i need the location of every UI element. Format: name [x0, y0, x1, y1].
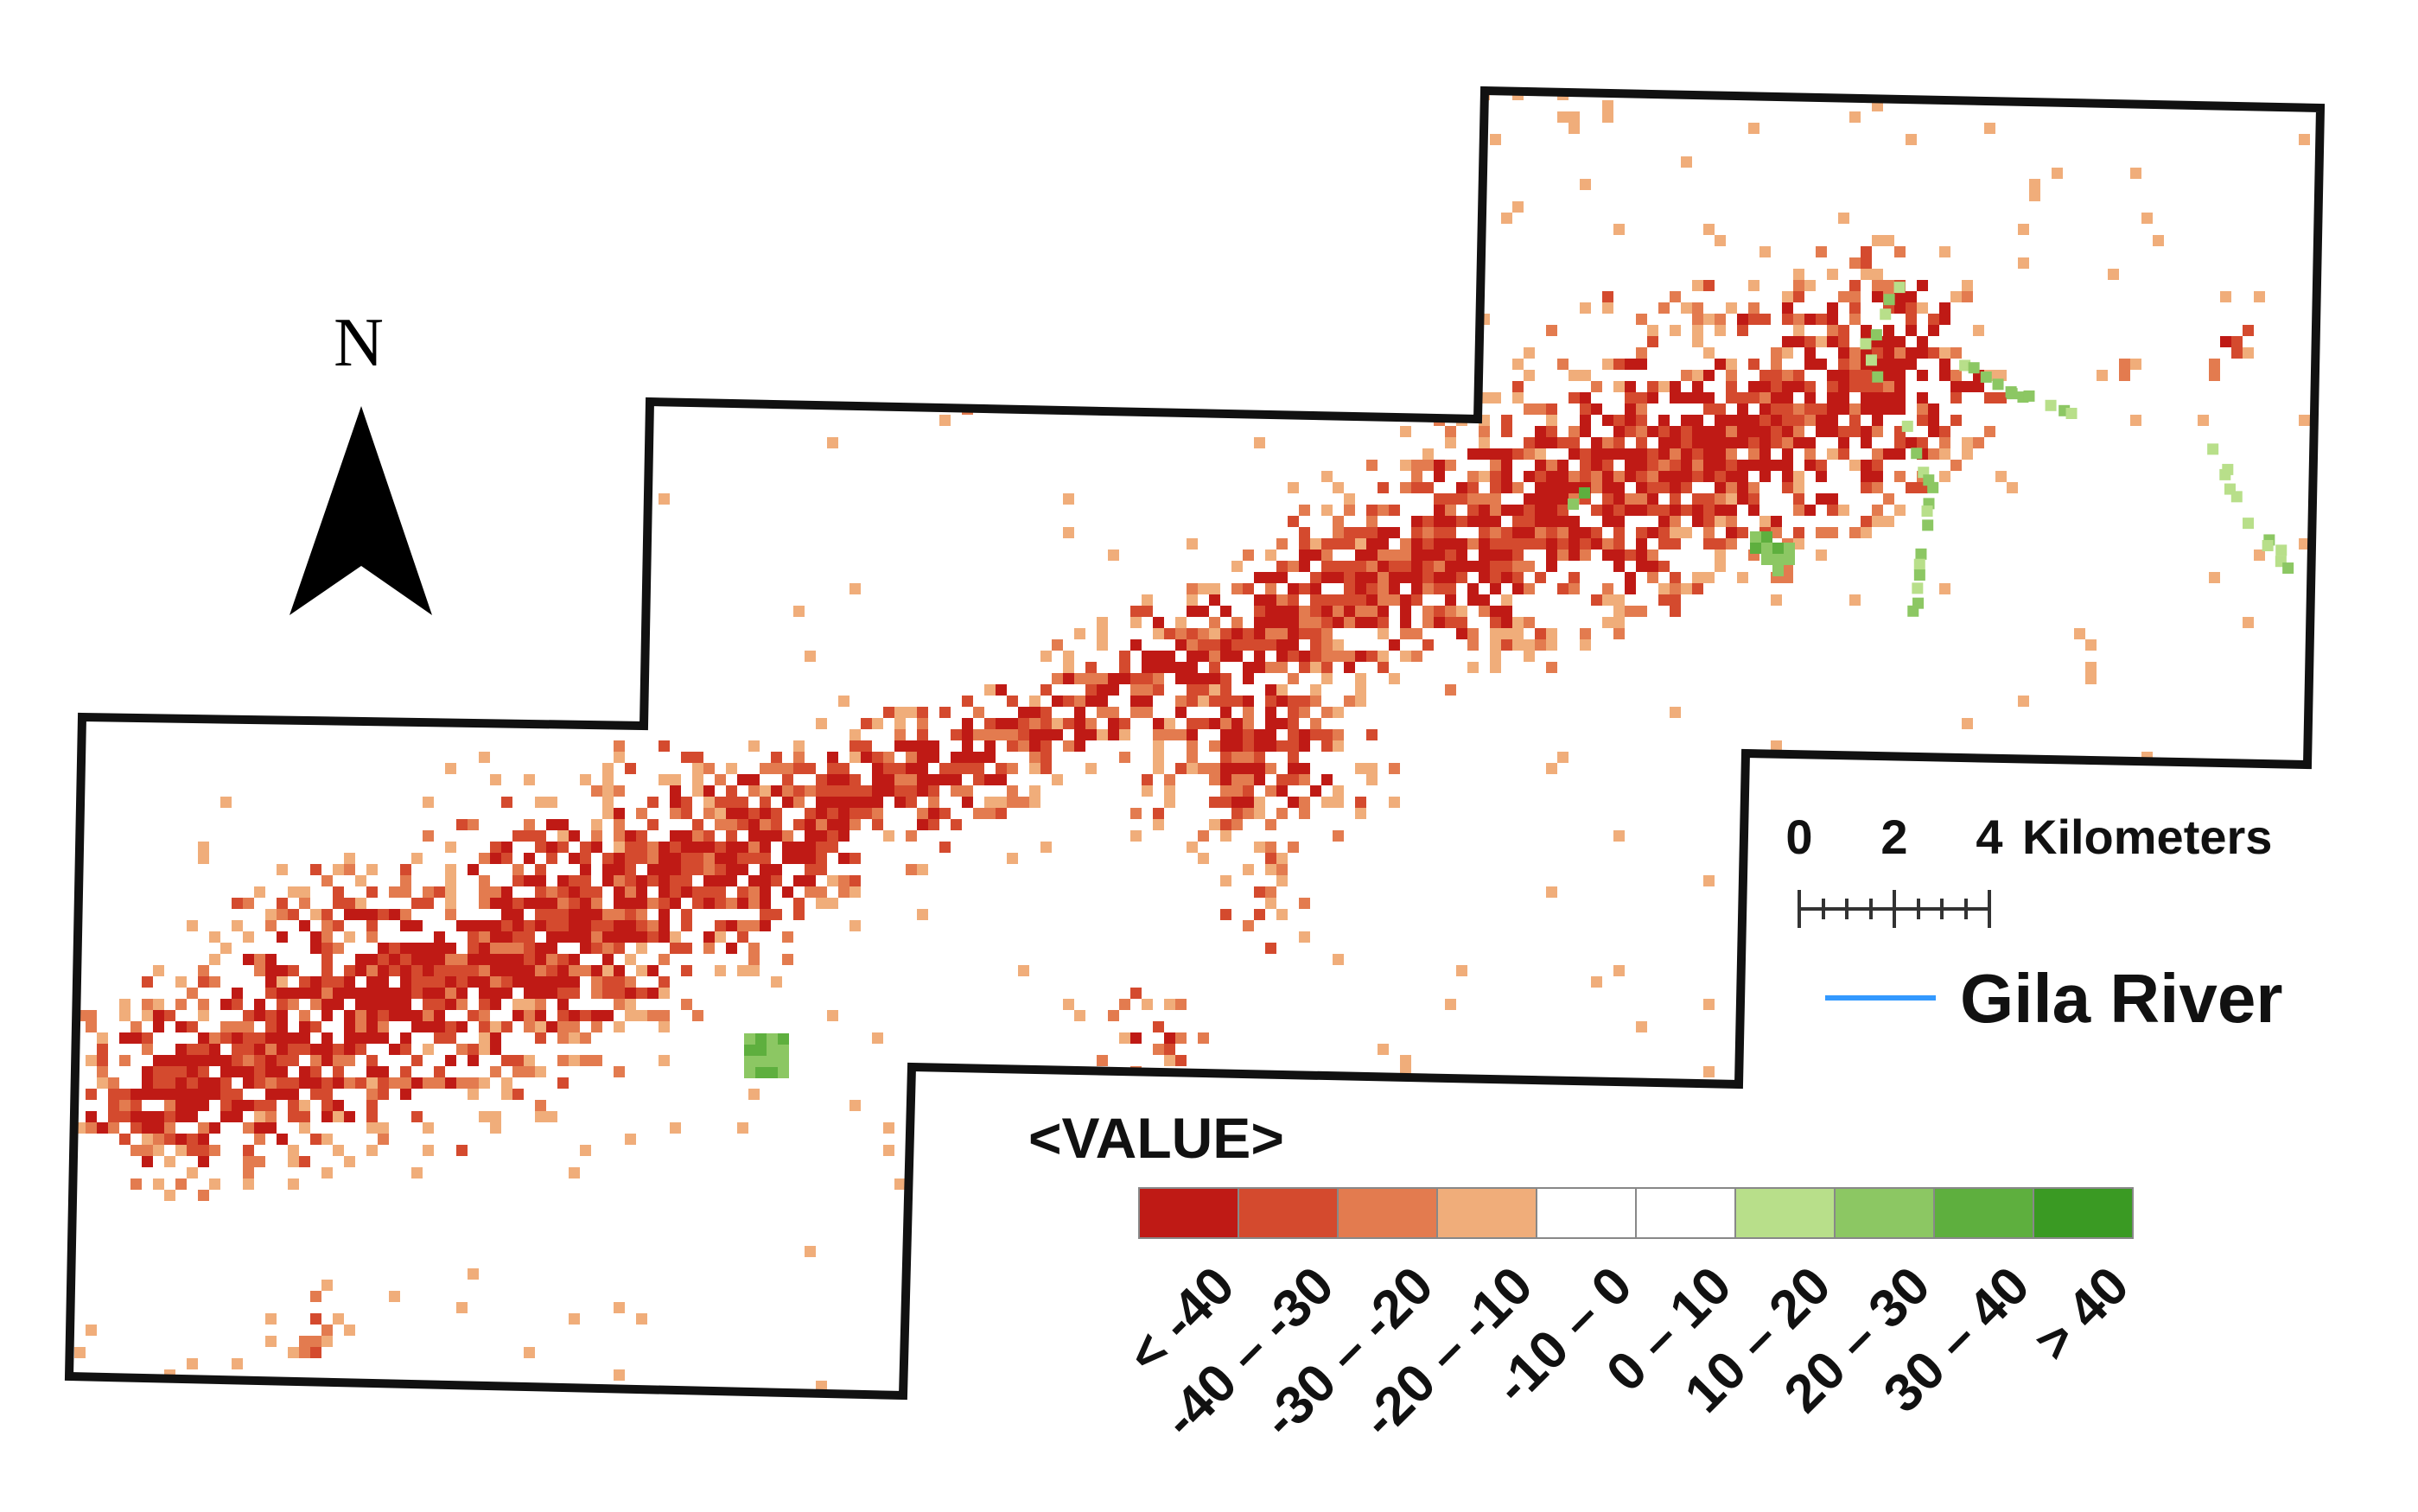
legend-swatch	[1734, 1187, 1836, 1239]
river-legend-label: Gila River	[1960, 960, 2283, 1037]
value-legend: <VALUE> < -40-40 – -30-30 – -20-20 – -10…	[1028, 1106, 2141, 1449]
scale-tick-0: 0	[1785, 810, 1812, 864]
north-arrow-icon	[290, 406, 432, 615]
legend-swatch	[1436, 1187, 1537, 1239]
scale-unit: Kilometers	[2022, 810, 2272, 864]
scale-tick-2: 2	[1880, 810, 1907, 864]
legend-swatch	[1536, 1187, 1637, 1239]
north-arrow: N	[290, 305, 432, 615]
river-legend: Gila River	[1825, 960, 2283, 1037]
legend-class-label: > 40	[2023, 1255, 2140, 1372]
legend-swatch	[2033, 1187, 2134, 1239]
scale-tick-4: 4	[1976, 810, 2002, 864]
scale-bar: 0 2 4 Kilometers	[1785, 810, 2272, 928]
legend-title: <VALUE>	[1028, 1106, 1284, 1170]
study-area-boundary	[64, 86, 2326, 1401]
legend-swatch	[1138, 1187, 1239, 1239]
legend-swatches	[1138, 1187, 2134, 1239]
legend-swatch	[1337, 1187, 1438, 1239]
legend-swatch	[1238, 1187, 1339, 1239]
legend-labels: < -40-40 – -30-30 – -20-20 – -10-10 – 00…	[1117, 1255, 2141, 1449]
scale-bar-line	[1798, 890, 1991, 928]
legend-swatch	[1834, 1187, 1935, 1239]
legend-swatch	[1933, 1187, 2034, 1239]
north-label: N	[334, 305, 384, 381]
legend-swatch	[1635, 1187, 1736, 1239]
